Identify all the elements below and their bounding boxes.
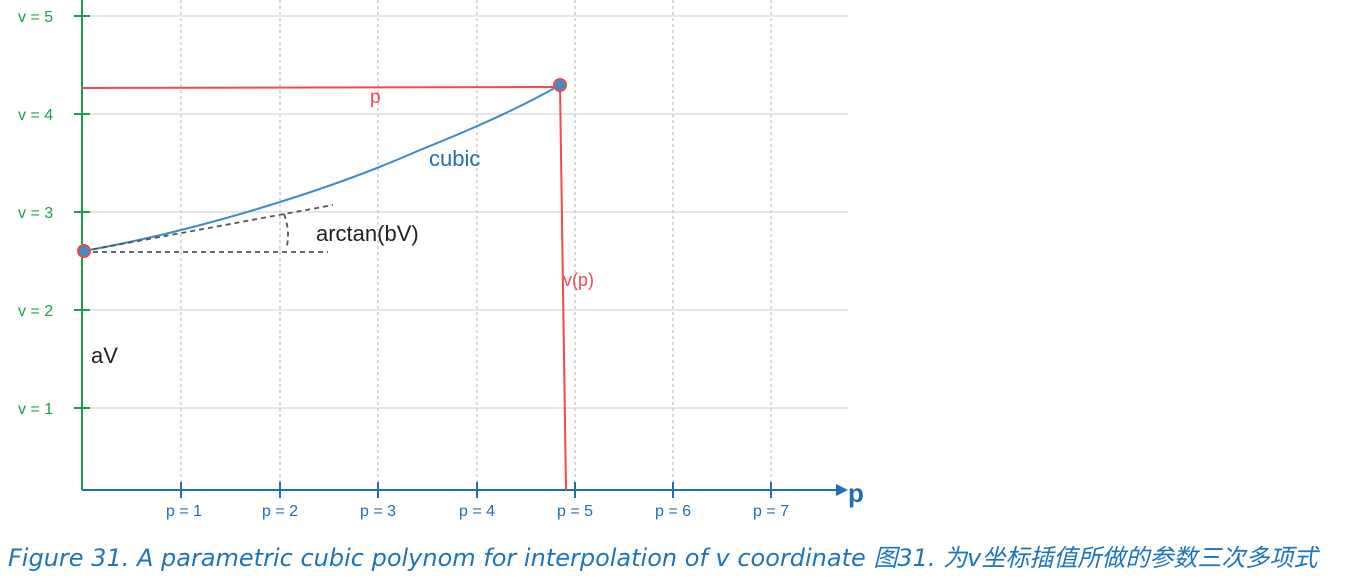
v-tick-label: v = 4 [18,107,53,124]
label-arctan: arctan(bV) [316,221,419,246]
p-tick-label: p = 3 [360,503,396,520]
diagram: v = 5 v = 4 v = 3 v = 2 v = 1 p = 1 p = … [18,0,864,520]
v-tick-label: v = 2 [18,303,53,320]
p-tick-marks [180,482,772,498]
start-point [77,244,91,258]
cubic-curve [83,84,561,252]
p-tick-label: p = 6 [655,503,691,520]
axis-label: p [848,478,864,508]
caption: Figure 31. A parametric cubic polynom fo… [8,544,1318,572]
vp-line [559,85,567,491]
v-tick-label: v = 1 [18,401,53,418]
label-vp: v(p) [563,270,594,290]
v-tick-label: v = 5 [18,9,53,26]
tangent-guides [83,204,334,253]
p-line [81,86,561,89]
v-tick-marks [74,15,90,409]
label-cubic: cubic [429,146,480,171]
grid [82,0,848,490]
label-p: p [370,87,381,108]
label-av: aV [91,343,118,368]
axis-arrow [836,484,848,496]
end-point [553,78,567,92]
p-tick-label: p = 4 [459,503,495,520]
p-tick-label: p = 2 [262,503,298,520]
v-tick-label: v = 3 [18,205,53,222]
p-tick-label: p = 7 [753,503,789,520]
p-tick-label: p = 5 [557,503,593,520]
p-tick-label: p = 1 [166,503,202,520]
